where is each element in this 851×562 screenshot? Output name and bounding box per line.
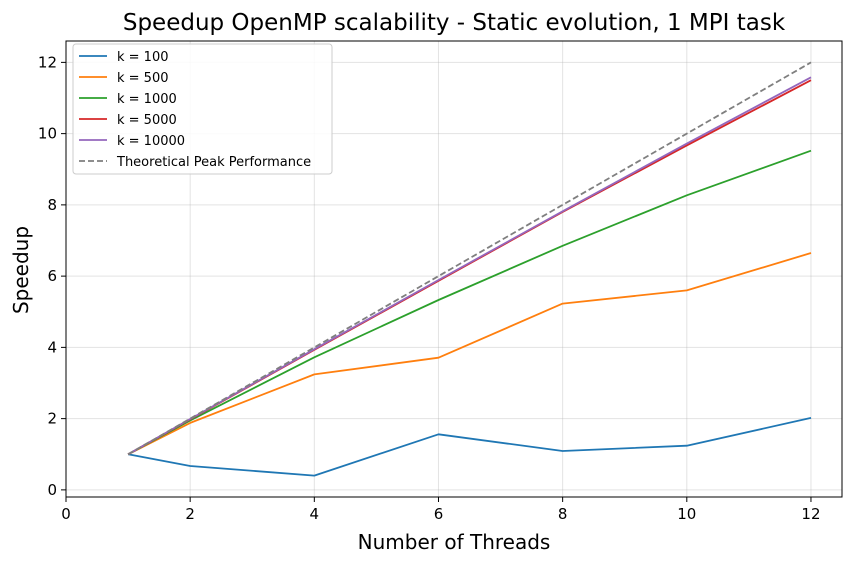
x-tick-label: 4 xyxy=(310,505,320,523)
y-tick-label: 2 xyxy=(47,410,57,428)
x-tick-label: 12 xyxy=(801,505,820,523)
grid xyxy=(65,41,842,497)
x-tick-label: 2 xyxy=(185,505,195,523)
legend-label: Theoretical Peak Performance xyxy=(116,155,311,170)
legend-box xyxy=(72,43,333,175)
y-tick-label: 12 xyxy=(38,53,57,71)
series-line-theoretical-peak-performance xyxy=(127,61,812,456)
series-line-k-500 xyxy=(127,252,812,456)
x-tick-label: 10 xyxy=(677,505,696,523)
legend: k = 100 k = 500 k = 1000 k = 5000 k = 10000 T… xyxy=(72,43,333,175)
series-line-k-100 xyxy=(127,417,812,477)
legend-label: k = 1000 xyxy=(117,92,177,107)
series-layer xyxy=(127,61,812,477)
y-tick-label: 10 xyxy=(38,125,57,143)
series-line-k-1000 xyxy=(127,149,812,456)
ticks: 0 2 4 6 8 10 12 0 2 4 6 8 10 12 xyxy=(38,53,821,523)
legend-label: k = 10000 xyxy=(117,134,185,149)
y-tick-label: 0 xyxy=(47,481,57,499)
y-tick-label: 6 xyxy=(47,267,57,285)
x-tick-label: 6 xyxy=(434,505,444,523)
legend-label: k = 100 xyxy=(117,50,169,65)
y-tick-label: 8 xyxy=(47,196,57,214)
y-tick-label: 4 xyxy=(47,338,57,356)
y-axis-label: Speedup xyxy=(9,226,33,314)
legend-label: k = 5000 xyxy=(117,113,177,128)
x-axis-label: Number of Threads xyxy=(358,530,551,554)
chart-title: Speedup OpenMP scalability - Static evol… xyxy=(123,10,786,36)
plot-frame xyxy=(65,40,843,498)
legend-label: k = 500 xyxy=(117,71,169,86)
x-tick-label: 0 xyxy=(61,505,71,523)
x-tick-label: 8 xyxy=(558,505,568,523)
series-line-k-10000 xyxy=(127,76,812,456)
